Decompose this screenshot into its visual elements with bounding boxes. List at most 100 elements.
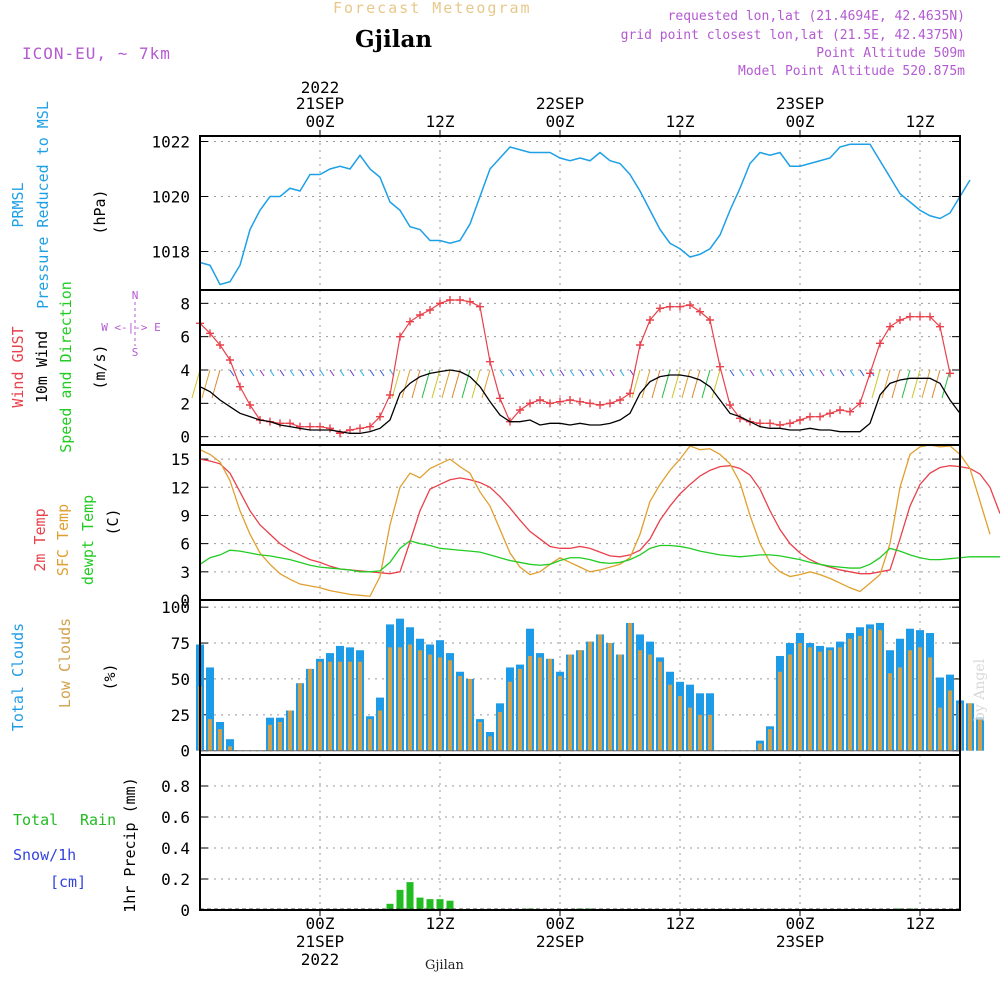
low-cloud-bar [888,673,892,751]
footer-location: Gjilan [425,958,464,973]
y-tick-label: 1018 [151,243,190,262]
precip-bar [416,897,424,910]
wind-gust-marker [946,369,954,378]
precip-bar [436,899,444,910]
top-time-label: 22SEP [536,94,584,113]
temp-sfc-line [199,444,991,597]
wind-direction-arrow [609,369,615,377]
wind-direction-arrow [279,369,285,377]
low-cloud-bar [498,711,502,751]
wind-direction-arrow [589,369,595,377]
precip-bar [426,899,434,910]
bottom-time-label: 12Z [426,914,455,933]
wind-gust-marker [476,302,484,311]
low-cloud-bar [408,644,412,751]
wind-direction-arrow [509,369,515,377]
low-cloud-bar [868,628,872,751]
wind-gust-marker [636,341,644,349]
wind-direction-arrow [359,369,365,377]
top-time-label: 23SEP [776,94,824,113]
low-cloud-bar [838,647,842,751]
clouds-unit-label: (%) [101,663,119,690]
wind-direction-arrow [329,369,335,377]
wind-direction-arrow [191,369,201,399]
low-cloud-bar [648,654,652,751]
wind-gust-marker [456,296,464,304]
wind-direction-arrow [569,369,575,377]
wind-gust-marker [526,399,534,408]
low-cloud-bar [638,650,642,751]
low-cloud-bar [858,635,862,751]
low-cloud-bar [628,622,632,751]
wind-gust-marker [816,412,824,421]
low-cloud-bar [898,667,902,751]
wind-gust-marker [356,424,364,433]
wind-gust-marker [426,306,434,314]
low-cloud-bar [598,634,602,751]
low-cloud-bar [458,676,462,751]
wind-direction-arrow [891,369,901,399]
wind-direction-label: Speed and Direction [57,281,75,453]
top-time-label: 00Z [546,112,575,131]
y-tick-label: 1022 [151,133,190,152]
low-cloud-bar [298,683,302,751]
panel-frame [199,135,961,291]
wind-gust-marker [766,419,774,428]
wind-gust-marker [416,311,424,319]
wind-gust-marker [276,419,284,428]
precip-rain-label: Rain [80,811,116,829]
wind-direction-arrow [309,369,315,377]
low-cloud-bar [618,654,622,751]
wind-direction-arrow [349,369,355,377]
top-time-label: 12Z [666,112,695,131]
wind-gust-marker [586,399,594,408]
wind-direction-arrow [661,369,671,399]
wind-gust-marker [406,317,414,326]
wind-gust-marker [486,357,494,366]
wind-gust-marker [246,401,254,409]
wind-gust-marker [806,412,814,421]
y-tick-label: 8 [180,294,190,313]
precip-snow-unit-label: [cm] [50,873,86,891]
wind-direction-arrow [239,369,245,377]
wind-direction-arrow [881,369,891,399]
wind-gust-marker [856,399,864,408]
panel-frame [199,289,961,446]
panel-frame [199,754,961,911]
wind-direction-arrow [319,369,325,377]
y-tick-label: 12 [171,478,190,497]
low-cloud-bar [278,721,282,751]
low-cloud-bar [268,724,272,751]
low-cloud-bar [508,681,512,751]
low-cloud-bar [978,719,982,751]
wind-gust-marker [686,301,694,309]
low-cloud-bar [878,630,882,751]
low-cloud-bar [338,661,342,751]
low-cloud-bar [438,657,442,751]
low-clouds-label: Low Clouds [56,618,74,708]
wind-gust-marker [516,406,524,414]
wind-direction-arrow [339,369,345,377]
y-tick-label: 25 [171,706,190,725]
y-tick-label: 0.6 [161,808,190,827]
bottom-time-label: 2022 [301,950,340,969]
y-tick-label: 9 [180,506,190,525]
model-name: ICON-EU, ~ 7km [22,44,171,63]
precip-total-label: Total [13,811,58,829]
wind-direction-arrow [519,369,525,377]
y-tick-label: 0 [180,901,190,920]
y-tick-label: 100 [161,598,190,617]
top-time-label: 00Z [306,112,335,131]
low-cloud-bar [378,710,382,751]
wind-direction-arrow [201,369,211,399]
y-tick-label: 15 [171,450,190,469]
pressure-unit-label: (hPa) [91,189,109,234]
wind-gust-marker [306,422,314,431]
wind-direction-arrow [369,369,375,377]
pressure-label-short: PRMSL [9,182,27,227]
wind-direction-arrow [539,369,545,377]
wind-direction-arrow [911,369,921,399]
low-cloud-bar [288,710,292,751]
wind-direction-arrow [471,369,481,399]
wind-gust-marker [726,401,734,409]
